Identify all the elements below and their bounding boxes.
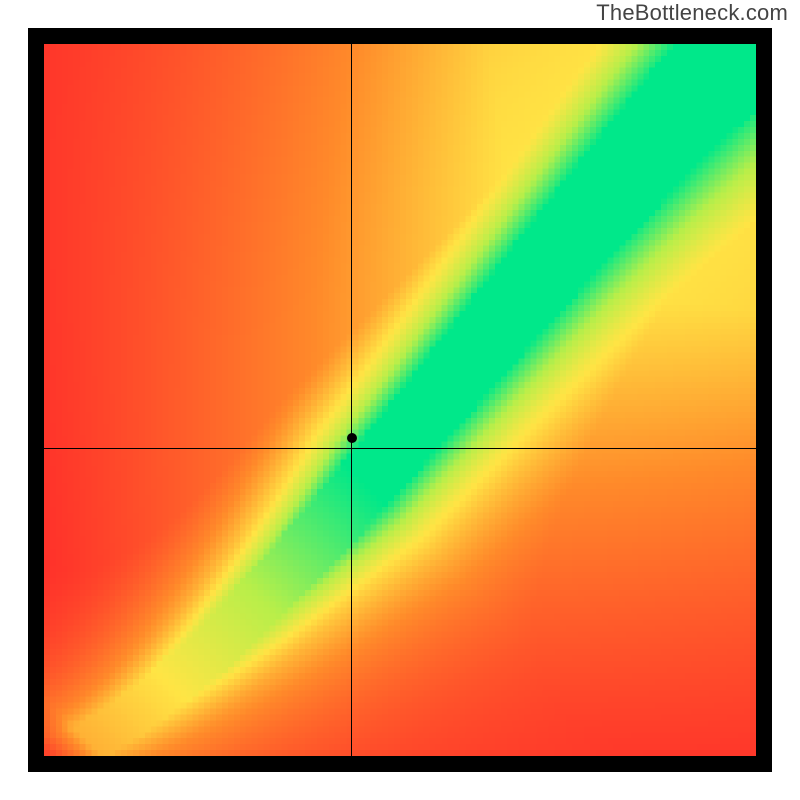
selection-marker-dot[interactable]: [347, 433, 357, 443]
heatmap-canvas: [44, 44, 756, 756]
watermark-text: TheBottleneck.com: [596, 0, 788, 26]
chart-container: TheBottleneck.com: [0, 0, 800, 800]
crosshair-vertical: [351, 44, 352, 756]
crosshair-horizontal: [44, 448, 756, 449]
